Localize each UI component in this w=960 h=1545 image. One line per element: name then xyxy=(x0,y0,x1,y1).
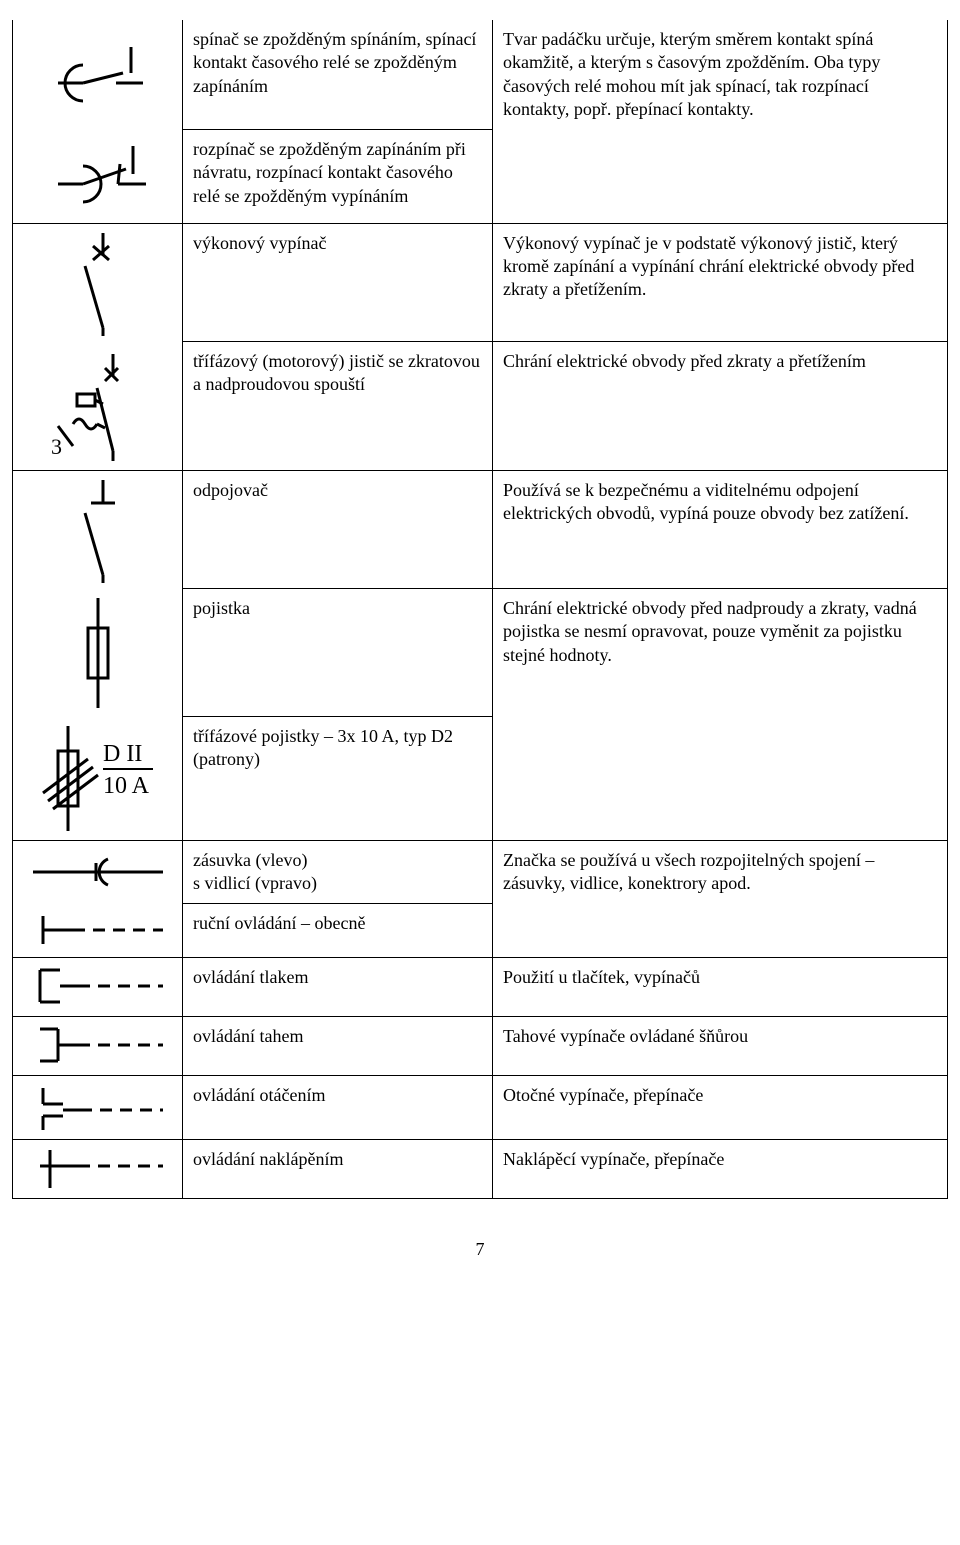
name-cell: ovládání naklápěním xyxy=(183,1139,493,1198)
symbol-cell xyxy=(13,223,183,342)
symbol-cell xyxy=(13,957,183,1016)
desc-cell: Otočné vypínače, přepínače xyxy=(493,1075,948,1139)
manual-control-icon xyxy=(28,908,168,953)
table-row: ovládání otáčením Otočné vypínače, přepí… xyxy=(13,1075,948,1139)
desc-cell xyxy=(493,717,948,841)
desc-cell: Chrání elektrické obvody před nadproudy … xyxy=(493,589,948,717)
table-row: zásuvka (vlevo) s vidlicí (vpravo) Značk… xyxy=(13,840,948,904)
desc-cell xyxy=(493,904,948,958)
name-cell: výkonový vypínač xyxy=(183,223,493,342)
symbol-cell xyxy=(13,840,183,904)
table-row: D II 10 A třífázové pojistky – 3x 10 A, … xyxy=(13,717,948,841)
table-row: ovládání tahem Tahové vypínače ovládané … xyxy=(13,1016,948,1075)
table-row: spínač se zpožděným spínáním, spínací ko… xyxy=(13,20,948,130)
symbol-cell xyxy=(13,130,183,224)
desc-cell: Značka se používá u všech rozpojitelných… xyxy=(493,840,948,904)
table-row: pojistka Chrání elektrické obvody před n… xyxy=(13,589,948,717)
desc-cell: Tahové vypínače ovládané šňůrou xyxy=(493,1016,948,1075)
disconnector-icon xyxy=(63,475,133,585)
symbol-cell xyxy=(13,1075,183,1139)
name-cell: ovládání tlakem xyxy=(183,957,493,1016)
table-row: rozpínač se zpožděným zapínáním při návr… xyxy=(13,130,948,224)
name-cell: třífázový (motorový) jistič se zkratovou… xyxy=(183,342,493,471)
delayed-closing-contact-icon xyxy=(48,35,148,115)
symbol-cell xyxy=(13,589,183,717)
table-row: 3 třífázový (motorový) jistič se zkratov… xyxy=(13,342,948,471)
name-cell: odpojovač xyxy=(183,470,493,589)
desc-cell xyxy=(493,130,948,224)
table-row: ovládání naklápěním Naklápěcí vypínače, … xyxy=(13,1139,948,1198)
push-control-icon xyxy=(28,962,168,1012)
symbol-cell xyxy=(13,20,183,130)
name-cell: spínač se zpožděným spínáním, spínací ko… xyxy=(183,20,493,130)
svg-text:D II: D II xyxy=(103,741,142,767)
table-row: ruční ovládání – obecně xyxy=(13,904,948,958)
desc-cell: Výkonový vypínač je v podstatě výkonový … xyxy=(493,223,948,342)
symbol-cell xyxy=(13,904,183,958)
name-cell: ovládání tahem xyxy=(183,1016,493,1075)
three-phase-fuse-icon: D II 10 A xyxy=(28,721,168,836)
desc-cell: Chrání elektrické obvody před zkraty a p… xyxy=(493,342,948,471)
socket-plug-icon xyxy=(28,847,168,897)
symbol-cell xyxy=(13,1016,183,1075)
page-number: 7 xyxy=(12,1239,948,1260)
pull-control-icon xyxy=(28,1021,168,1071)
svg-text:10 A: 10 A xyxy=(103,773,150,799)
name-cell: rozpínač se zpožděným zapínáním při návr… xyxy=(183,130,493,224)
table-row: ovládání tlakem Použití u tlačítek, vypí… xyxy=(13,957,948,1016)
name-cell: pojistka xyxy=(183,589,493,717)
tilt-control-icon xyxy=(28,1144,168,1194)
symbol-cell: D II 10 A xyxy=(13,717,183,841)
three-phase-breaker-icon: 3 xyxy=(43,346,153,466)
table-row: výkonový vypínač Výkonový vypínač je v p… xyxy=(13,223,948,342)
symbol-cell: 3 xyxy=(13,342,183,471)
svg-text:3: 3 xyxy=(51,434,62,459)
desc-cell: Tvar padáčku určuje, kterým směrem konta… xyxy=(493,20,948,130)
table-row: odpojovač Používá se k bezpečnému a vidi… xyxy=(13,470,948,589)
desc-cell: Používá se k bezpečnému a viditelnému od… xyxy=(493,470,948,589)
delayed-opening-contact-icon xyxy=(48,134,148,219)
desc-cell: Použití u tlačítek, vypínačů xyxy=(493,957,948,1016)
symbol-table: spínač se zpožděným spínáním, spínací ko… xyxy=(12,20,948,1199)
name-cell: ruční ovládání – obecně xyxy=(183,904,493,958)
fuse-icon xyxy=(68,593,128,713)
power-switch-icon xyxy=(63,228,133,338)
name-cell: třífázové pojistky – 3x 10 A, typ D2 (pa… xyxy=(183,717,493,841)
rotary-control-icon xyxy=(28,1080,168,1135)
symbol-cell xyxy=(13,470,183,589)
name-cell: ovládání otáčením xyxy=(183,1075,493,1139)
desc-cell: Naklápěcí vypínače, přepínače xyxy=(493,1139,948,1198)
symbol-cell xyxy=(13,1139,183,1198)
name-cell: zásuvka (vlevo) s vidlicí (vpravo) xyxy=(183,840,493,904)
